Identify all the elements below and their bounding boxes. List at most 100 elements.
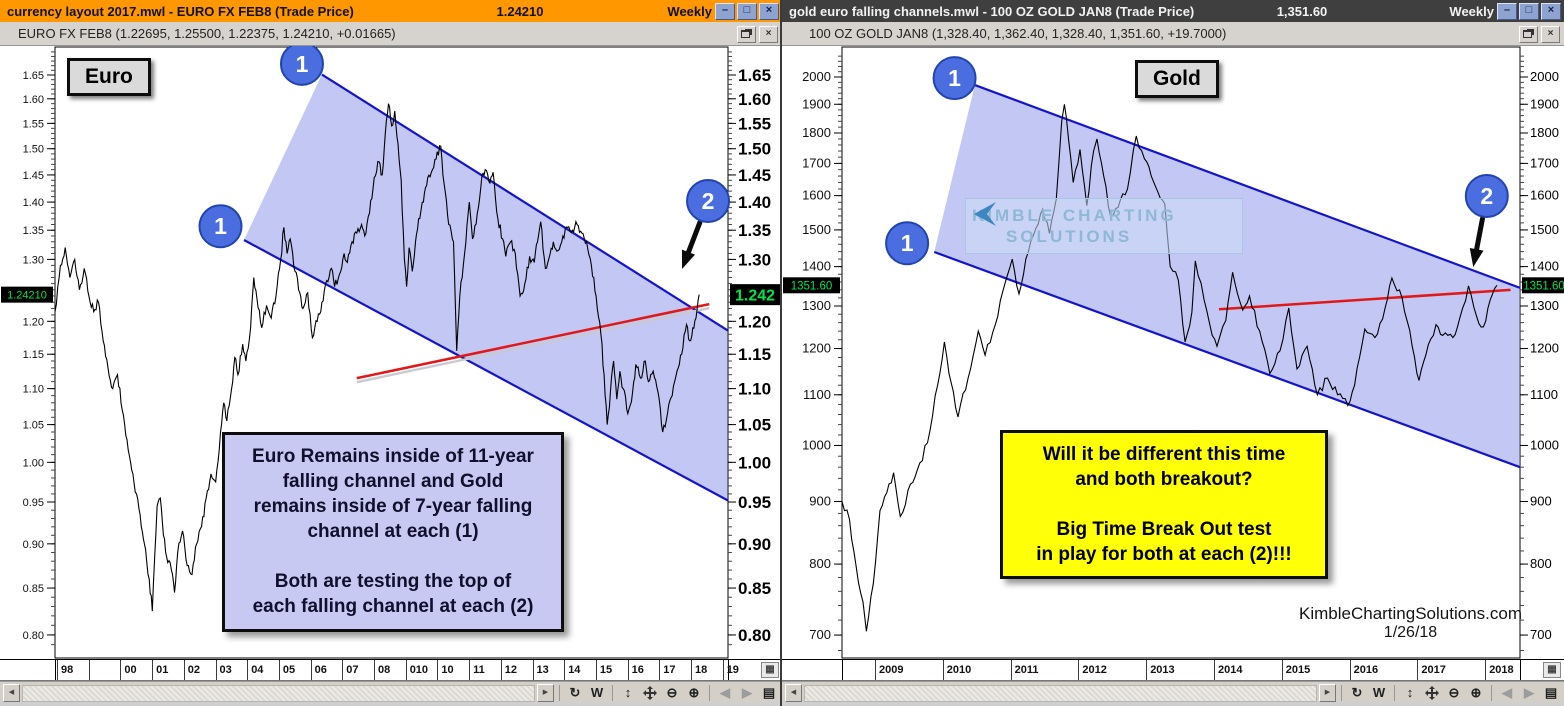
maximize-icon[interactable]: □: [737, 3, 757, 20]
x-axis-label: 17: [663, 664, 676, 676]
move-icon[interactable]: [1422, 684, 1442, 702]
svg-text:1900: 1900: [802, 96, 831, 111]
euro-chart-window: currency layout 2017.mwl - EURO FX FEB8 …: [0, 0, 782, 702]
chart-credit: KimbleChartingSolutions.com 1/26/18: [1299, 604, 1522, 642]
x-axis-label: 2018: [1489, 664, 1514, 676]
axis-settings-icon[interactable]: ▦: [761, 662, 779, 678]
svg-text:1700: 1700: [1530, 155, 1559, 170]
svg-text:1600: 1600: [802, 188, 831, 203]
maximize-icon[interactable]: □: [1519, 3, 1539, 20]
euro-titlebar-last-price: 1.24210: [496, 3, 544, 19]
axis-settings-icon[interactable]: ▦: [1543, 662, 1561, 678]
x-axis-label: 02: [187, 664, 201, 676]
x-axis-label: 00: [124, 664, 137, 676]
gold-window-titlebar[interactable]: gold euro falling channels.mwl - 100 OZ …: [782, 0, 1564, 22]
svg-text:1351.60: 1351.60: [1523, 280, 1564, 292]
back-icon[interactable]: ◀: [720, 685, 730, 700]
scrollbar-track[interactable]: [22, 684, 535, 702]
menu-icon[interactable]: ▤: [762, 685, 776, 700]
minimize-icon[interactable]: –: [1497, 3, 1517, 20]
gold-chart-label: Gold: [1135, 60, 1219, 98]
back-icon[interactable]: ◀: [1502, 685, 1512, 700]
svg-text:1.65: 1.65: [738, 66, 771, 85]
kimble-watermark: KIMBLE CHARTING SOLUTIONS: [965, 198, 1243, 254]
svg-text:1.55: 1.55: [738, 114, 771, 133]
weekly-period-button[interactable]: W: [1372, 685, 1386, 700]
zoom-out-icon[interactable]: ⊖: [1448, 685, 1460, 700]
svg-text:700: 700: [1530, 627, 1552, 642]
restore-chart-icon[interactable]: [1519, 26, 1538, 43]
weekly-period-button[interactable]: W: [590, 685, 604, 700]
fit-vertical-icon[interactable]: ↕: [1406, 685, 1414, 700]
svg-text:1200: 1200: [1530, 341, 1559, 356]
svg-text:1.15: 1.15: [23, 349, 44, 361]
euro-titlebar-period: Weekly: [667, 3, 712, 19]
svg-text:2000: 2000: [1530, 69, 1559, 84]
zoom-out-icon[interactable]: ⊖: [666, 685, 678, 700]
svg-text:1.242: 1.242: [735, 288, 775, 305]
svg-text:1.20: 1.20: [23, 316, 44, 328]
svg-text:1: 1: [948, 65, 961, 91]
x-axis-label: 10: [441, 664, 454, 676]
forward-icon[interactable]: ▶: [742, 685, 752, 700]
svg-text:0.80: 0.80: [738, 626, 771, 645]
close-chart-icon[interactable]: ×: [1541, 26, 1560, 43]
x-axis-label: 01: [156, 664, 169, 676]
svg-text:0.95: 0.95: [738, 493, 771, 512]
x-axis-label: 2012: [1082, 664, 1107, 676]
zoom-in-icon[interactable]: ⊕: [1470, 685, 1482, 700]
svg-text:0.90: 0.90: [23, 539, 44, 551]
scroll-right-icon[interactable]: ▶: [1319, 684, 1336, 702]
svg-text:1200: 1200: [802, 341, 831, 356]
forward-icon[interactable]: ▶: [1524, 685, 1534, 700]
x-axis-label: 16: [631, 664, 644, 676]
x-axis-label: 010: [409, 664, 429, 676]
svg-text:1400: 1400: [1530, 259, 1559, 274]
restore-chart-icon[interactable]: [737, 26, 756, 43]
euro-window-titlebar[interactable]: currency layout 2017.mwl - EURO FX FEB8 …: [0, 0, 782, 22]
x-axis-label: 2016: [1353, 664, 1379, 676]
close-icon[interactable]: ×: [1541, 3, 1561, 20]
scroll-left-icon[interactable]: ◀: [785, 684, 802, 702]
refresh-icon[interactable]: ↻: [1351, 685, 1363, 700]
x-axis-label: 2015: [1285, 664, 1311, 676]
svg-text:1500: 1500: [1530, 222, 1559, 237]
move-icon[interactable]: [640, 684, 660, 702]
svg-text:1.45: 1.45: [23, 170, 44, 182]
scroll-right-icon[interactable]: ▶: [537, 684, 554, 702]
euro-chart-header: EURO FX FEB8 (1.22695, 1.25500, 1.22375,…: [0, 22, 782, 46]
svg-text:1.55: 1.55: [23, 118, 44, 130]
svg-text:900: 900: [809, 493, 831, 508]
svg-text:1300: 1300: [802, 298, 831, 313]
svg-text:1.05: 1.05: [23, 420, 44, 432]
svg-text:1.15: 1.15: [738, 345, 771, 364]
credit-site: KimbleChartingSolutions.com: [1299, 604, 1522, 623]
close-chart-icon[interactable]: ×: [759, 26, 778, 43]
x-axis-label: 2013: [1150, 664, 1175, 676]
svg-text:0.80: 0.80: [23, 630, 44, 642]
x-axis-label: 05: [282, 664, 296, 676]
x-axis-label: 13: [536, 664, 549, 676]
menu-icon[interactable]: ▤: [1544, 685, 1558, 700]
fit-vertical-icon[interactable]: ↕: [624, 685, 632, 700]
gold-x-axis: ▦ 2009 2010 2011 2012 2013 2014 2015 2016 2017 20…: [782, 659, 1564, 681]
minimize-icon[interactable]: –: [715, 3, 735, 20]
x-axis-label: 07: [346, 664, 359, 676]
euro-x-axis: ▦ 98 00 01 02 03 04 05 06 07 08 010 10 11 12 13 14 15 16 1…: [0, 659, 782, 681]
svg-text:2000: 2000: [802, 69, 831, 84]
scroll-left-icon[interactable]: ◀: [3, 684, 20, 702]
svg-text:1000: 1000: [802, 437, 831, 452]
refresh-icon[interactable]: ↻: [569, 685, 581, 700]
credit-date: 1/26/18: [1383, 624, 1438, 641]
scrollbar-track[interactable]: [804, 684, 1317, 702]
gold-chart-window: gold euro falling channels.mwl - 100 OZ …: [782, 0, 1564, 706]
svg-text:0.85: 0.85: [23, 583, 44, 595]
x-axis-label: 19: [726, 664, 739, 676]
svg-text:900: 900: [1530, 493, 1552, 508]
x-axis-label: 03: [219, 664, 232, 676]
euro-ohlc-summary: EURO FX FEB8 (1.22695, 1.25500, 1.22375,…: [18, 26, 396, 41]
svg-text:1.40: 1.40: [738, 193, 771, 212]
zoom-in-icon[interactable]: ⊕: [688, 685, 700, 700]
x-axis-label: 06: [314, 664, 327, 676]
close-icon[interactable]: ×: [759, 3, 779, 20]
